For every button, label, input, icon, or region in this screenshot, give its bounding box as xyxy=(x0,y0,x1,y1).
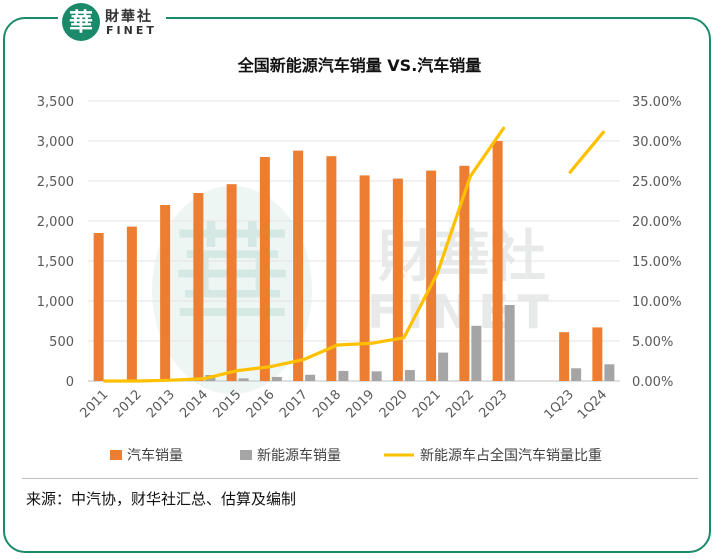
y-left-tick-label: 500 xyxy=(49,335,74,350)
y-right-tick-label: 0.00% xyxy=(632,375,673,390)
x-tick-label: 2013 xyxy=(144,387,178,421)
y-axis-right: 0.00% 5.00% 10.00% 15.00% 20.00% 25.00% 30.00%… xyxy=(632,95,682,390)
nev-sales-bar xyxy=(604,364,615,381)
y-left-tick-label: 1,000 xyxy=(37,295,74,310)
car-sales-bar xyxy=(592,327,603,381)
nev-sales-bar xyxy=(404,370,415,381)
chart-frame xyxy=(3,17,711,553)
y-right-tick-label: 30.00% xyxy=(632,135,682,150)
nev-sales-bar xyxy=(271,376,282,381)
y-left-tick-label: 3,500 xyxy=(37,95,74,110)
y-left-tick-label: 2,500 xyxy=(37,175,74,190)
x-tick-label: 1Q24 xyxy=(575,387,610,422)
y-right-tick-label: 20.00% xyxy=(632,215,682,230)
y-axis-left: 0 500 1,000 1,500 2,000 2,500 3,000 3,500 xyxy=(37,95,74,390)
nev-sales-bar xyxy=(305,374,316,381)
nev-sales-bar xyxy=(571,368,582,381)
y-right-tick-label: 35.00% xyxy=(632,95,682,110)
car-sales-bar xyxy=(160,205,171,381)
gridlines xyxy=(88,100,620,382)
nev-sales-bar xyxy=(238,378,249,381)
x-tick-label: 1Q23 xyxy=(542,387,577,422)
car-sales-bar xyxy=(259,157,270,381)
x-tick-label: 2021 xyxy=(410,387,444,421)
y-right-tick-label: 15.00% xyxy=(632,255,682,270)
brand-name-en: FINET xyxy=(106,24,157,37)
x-tick-label: 2020 xyxy=(377,387,411,421)
car-sales-bar xyxy=(492,141,503,381)
nev-sales-bar xyxy=(471,325,482,381)
car-sales-bar xyxy=(293,150,304,381)
nev-sales-bar xyxy=(504,305,515,381)
y-right-tick-label: 5.00% xyxy=(632,335,673,350)
car-sales-bar xyxy=(326,156,337,381)
x-tick-label: 2018 xyxy=(310,387,344,421)
x-tick-label: 2012 xyxy=(111,387,145,421)
x-tick-label: 2016 xyxy=(244,387,278,421)
y-left-tick-label: 1,500 xyxy=(37,255,74,270)
y-left-tick-label: 0 xyxy=(66,375,74,390)
legend-swatch-car-sales xyxy=(110,450,122,460)
combo-chart: 華 財華社 FINET 05001,0001,5002,0002,5003,00… xyxy=(37,95,682,464)
car-sales-bar xyxy=(392,178,403,381)
x-tick-label: 2014 xyxy=(177,387,211,421)
nev-share-line-segment xyxy=(103,126,506,383)
y-right-tick-label: 10.00% xyxy=(632,295,682,310)
y-left-tick-label: 2,000 xyxy=(37,215,74,230)
y-right-tick-label: 25.00% xyxy=(632,175,682,190)
nev-sales-bar xyxy=(438,352,449,381)
car-sales-bar xyxy=(559,332,570,381)
bars xyxy=(93,141,615,381)
legend: 汽车销量 新能源车销量 新能源车占全国汽车销量比重 xyxy=(110,447,602,464)
nev-share-line-segment xyxy=(568,130,605,174)
car-sales-bar xyxy=(426,170,437,381)
x-axis: 2011 2012 2013 2014 2015 2016 2017 2018 2019 2020… xyxy=(77,387,610,422)
nev-sales-bar xyxy=(371,371,382,381)
nev-sales-bar xyxy=(338,370,349,381)
x-tick-label: 2019 xyxy=(343,387,377,421)
footer-divider xyxy=(22,478,698,479)
legend-swatch-nev-sales xyxy=(240,450,252,460)
car-sales-bar xyxy=(193,193,204,381)
y-left-tick-label: 3,000 xyxy=(37,135,74,150)
chart-title: 全国新能源汽车销量 VS.汽车销量 xyxy=(237,56,482,75)
source-note: 来源：中汽协，财华社汇总、估算及编制 xyxy=(26,490,297,508)
x-tick-label: 2023 xyxy=(476,387,510,421)
legend-label-car-sales: 汽车销量 xyxy=(127,447,183,464)
legend-label-nev-share: 新能源车占全国汽车销量比重 xyxy=(420,447,602,464)
car-sales-bar xyxy=(226,184,237,381)
x-tick-label: 2017 xyxy=(277,387,311,421)
x-tick-label: 2022 xyxy=(443,387,477,421)
car-sales-bar xyxy=(93,233,104,381)
car-sales-bar xyxy=(459,165,470,381)
brand-logo-icon: 華 xyxy=(62,3,100,41)
car-sales-bar xyxy=(359,175,370,381)
brand-name-cn: 財華社 xyxy=(105,9,153,25)
share-line xyxy=(103,126,605,383)
legend-label-nev-sales: 新能源车销量 xyxy=(257,447,341,464)
x-tick-label: 2011 xyxy=(77,387,111,421)
car-sales-bar xyxy=(126,226,137,381)
